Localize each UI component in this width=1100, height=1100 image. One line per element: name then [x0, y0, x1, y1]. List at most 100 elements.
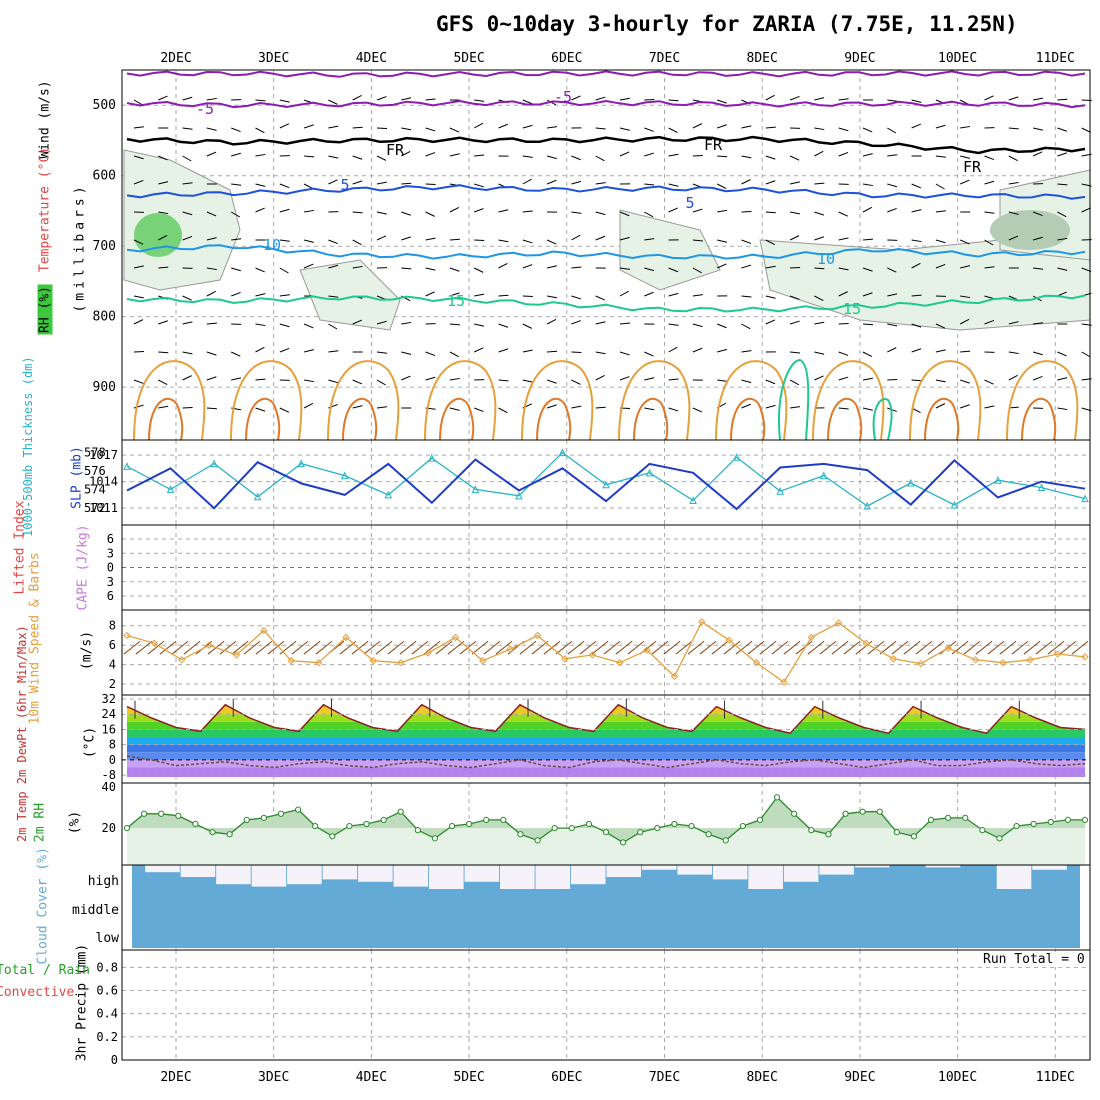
rh-point: [620, 839, 627, 846]
cloud-level-label: high: [88, 874, 119, 889]
wind-barb-10m: [987, 640, 1005, 655]
isotherm-line: [126, 99, 1086, 109]
wind-barb: [1033, 97, 1044, 101]
wind-barb: [571, 351, 582, 354]
wind-barb: [1032, 127, 1043, 131]
wind-barb: [862, 351, 873, 357]
wind-barb: [741, 403, 751, 409]
day-label-bottom: 4DEC: [356, 1070, 387, 1085]
wind-barb: [959, 318, 970, 325]
temperature-contour: [536, 397, 572, 441]
isotherm-label: -5: [196, 100, 214, 118]
wind-barb: [328, 239, 338, 245]
wind-barb: [1057, 98, 1068, 101]
cloud-bar: [251, 865, 287, 887]
wind-barb: [352, 211, 363, 214]
wind-barb-10m: [591, 640, 609, 655]
wind-barb: [352, 95, 362, 101]
wind-barb: [255, 407, 266, 412]
wind-barb: [328, 99, 338, 105]
wind-barb: [425, 127, 436, 132]
wind-barb: [595, 155, 605, 162]
wind-barb: [960, 155, 971, 159]
day-label-top: 5DEC: [453, 51, 484, 66]
day-label-bottom: 8DEC: [747, 1070, 778, 1085]
wind-barb: [814, 375, 824, 381]
wind-barb: [425, 183, 436, 186]
wind-barb: [182, 321, 193, 325]
wind-barb: [765, 404, 776, 409]
cloud-bar: [677, 865, 712, 875]
rh-point: [500, 816, 507, 824]
wind-barb: [547, 126, 558, 129]
rh-point: [910, 833, 918, 840]
wind-barb: [692, 294, 703, 297]
wind-barb: [1008, 127, 1019, 130]
wind-barb: [692, 407, 703, 413]
precip-tick-label: 0.2: [96, 1030, 118, 1044]
wind-speed-point: [615, 659, 624, 667]
rh-point: [380, 816, 387, 824]
wind-barb: [814, 150, 824, 157]
wind-barb: [376, 211, 387, 215]
wind-barb: [231, 238, 242, 241]
rh-point: [226, 831, 233, 838]
wind-barb: [619, 151, 630, 157]
wind-barb: [474, 239, 485, 242]
rh-point: [568, 825, 575, 832]
wind-barb: [352, 180, 363, 185]
wind-barb: [692, 323, 703, 328]
wind-speed-point: [834, 619, 843, 627]
wind-speed-point: [451, 633, 460, 642]
thickness-point: [428, 454, 436, 462]
wind-barb: [255, 183, 266, 187]
li-tick-label: 0: [107, 561, 114, 575]
wind-barb-10m: [903, 640, 921, 655]
wind-barb: [522, 155, 533, 158]
wind-barb: [133, 239, 144, 245]
thickness-point: [166, 485, 175, 493]
wind-barb-10m: [699, 640, 717, 655]
wind-barb: [838, 351, 849, 356]
wind-barb: [1008, 351, 1019, 355]
wind-barb: [644, 407, 655, 411]
rh-point: [773, 794, 781, 801]
thickness-point: [950, 500, 959, 509]
slp-axis-label: SLP (mb): [69, 446, 85, 509]
rh-point: [842, 810, 849, 817]
wind-tick-label: 6: [109, 638, 116, 652]
wind-barb-10m: [1047, 640, 1065, 655]
wind-barb: [304, 155, 315, 158]
wind-barb: [498, 263, 508, 269]
wind-speed-point: [944, 644, 952, 652]
wind-barb: [619, 127, 630, 131]
wind-barb: [1057, 183, 1068, 186]
wind-barb-10m: [687, 640, 705, 655]
precip-total-rain-label: Total / Rain: [0, 963, 90, 978]
rh-point: [260, 814, 267, 821]
temperature-contour: [909, 360, 982, 441]
wind-barb-10m: [471, 640, 489, 655]
wind-barb: [960, 295, 971, 299]
wind-barb: [765, 295, 776, 299]
wind-barb: [1008, 155, 1018, 162]
wind-barb: [571, 379, 581, 385]
isotherm-label: -5: [554, 88, 572, 106]
cloud-level-label: low: [96, 931, 120, 946]
wind-speed-point: [369, 657, 378, 665]
precip-tick-label: 0.8: [96, 960, 118, 974]
wind-barb: [1057, 237, 1068, 241]
rh-point: [996, 835, 1003, 842]
rh-point: [1081, 816, 1089, 824]
wind-barb: [206, 267, 217, 271]
wind-barb: [814, 351, 825, 355]
wind-barb-10m: [1071, 640, 1089, 655]
wind-barb: [182, 211, 193, 216]
wind-barb: [449, 323, 460, 326]
wind-barb: [522, 323, 533, 329]
wind-barb: [838, 322, 849, 325]
day-label-top: 11DEC: [1036, 51, 1075, 66]
wind-barb: [984, 379, 994, 385]
isotherm-label: 5: [340, 176, 349, 194]
rh-point: [825, 831, 832, 838]
